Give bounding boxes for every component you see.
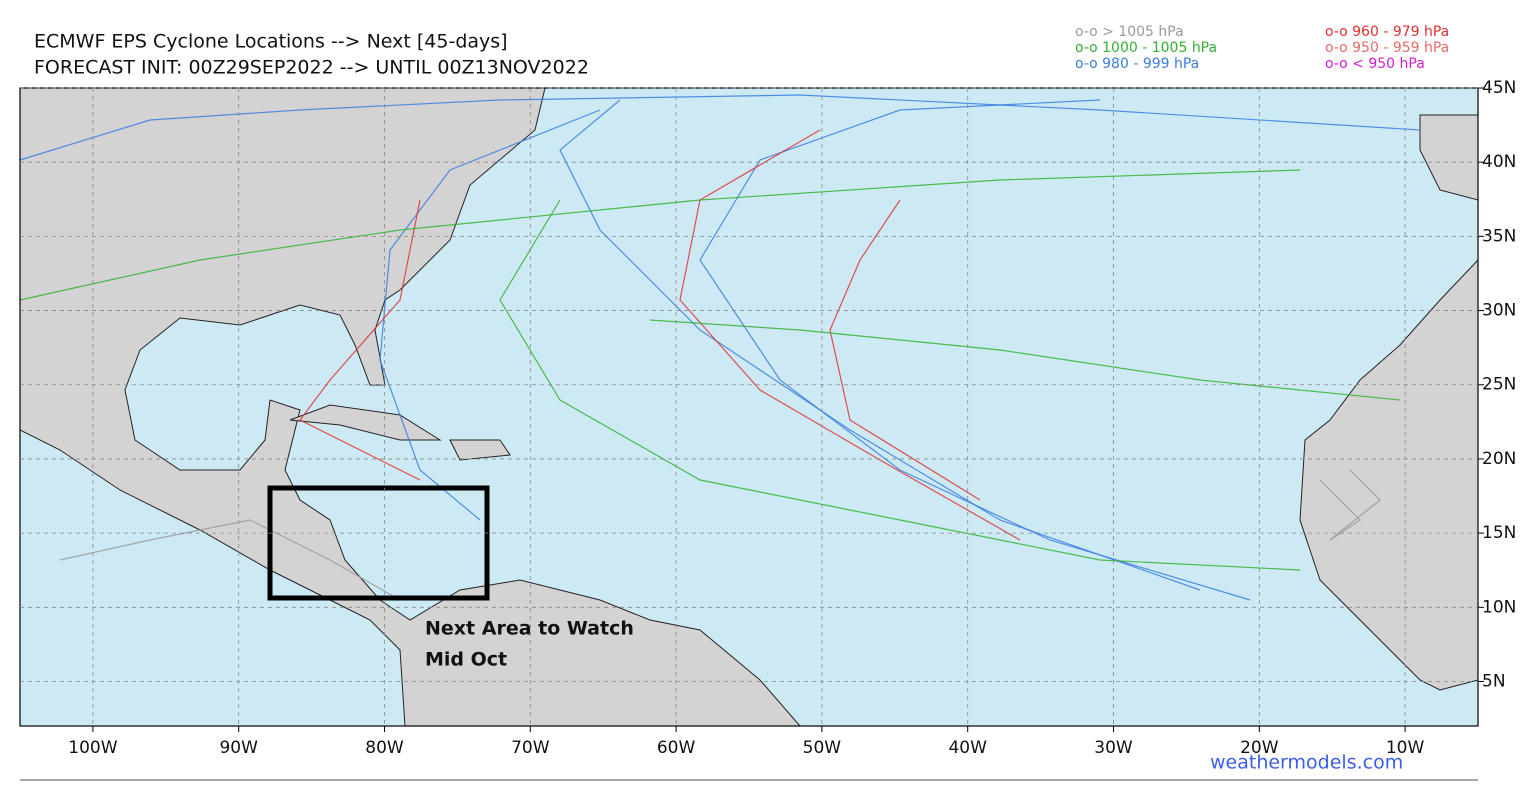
x-tick-label: 90W — [219, 738, 258, 758]
land — [19, 87, 1479, 727]
y-tick-label: 35N — [1482, 226, 1516, 246]
watch-box — [267, 485, 490, 601]
x-tick-label: 20W — [1240, 738, 1279, 758]
y-tick-label: 5N — [1482, 671, 1506, 691]
x-tick-label: 30W — [1094, 738, 1133, 758]
y-tick-label: 40N — [1482, 152, 1516, 172]
x-tick-label: 10W — [1386, 738, 1425, 758]
title: ECMWF EPS Cyclone Locations --> Next [45… — [34, 31, 508, 53]
y-tick-label: 20N — [1482, 449, 1516, 469]
annotation: Mid Oct — [425, 649, 507, 671]
legend-entry: o-o 1000 - 1005 hPa — [1075, 40, 1217, 56]
x-tick-label: 60W — [657, 738, 696, 758]
x-tick-label: 100W — [68, 738, 117, 758]
y-tick-label: 25N — [1482, 375, 1516, 395]
y-tick-label: 10N — [1482, 597, 1516, 617]
y-tick-label: 45N — [1482, 78, 1516, 98]
legend-entry: o-o < 950 hPa — [1325, 56, 1425, 72]
title: FORECAST INIT: 00Z29SEP2022 --> UNTIL 00… — [34, 57, 589, 79]
annotation: Next Area to Watch — [425, 618, 634, 640]
tracks — [19, 94, 1421, 601]
legend-entry: o-o 950 - 959 hPa — [1325, 40, 1449, 56]
credit: weathermodels.com — [1210, 752, 1403, 774]
legend-entry: o-o 980 - 999 hPa — [1075, 56, 1199, 72]
x-tick-label: 70W — [511, 738, 550, 758]
y-tick-label: 30N — [1482, 301, 1516, 321]
legend-entry: o-o > 1005 hPa — [1075, 24, 1184, 40]
y-tick-label: 15N — [1482, 523, 1516, 543]
x-tick-label: 80W — [365, 738, 404, 758]
x-tick-label: 50W — [803, 738, 842, 758]
legend-entry: o-o 960 - 979 hPa — [1325, 24, 1449, 40]
x-tick-label: 40W — [948, 738, 987, 758]
